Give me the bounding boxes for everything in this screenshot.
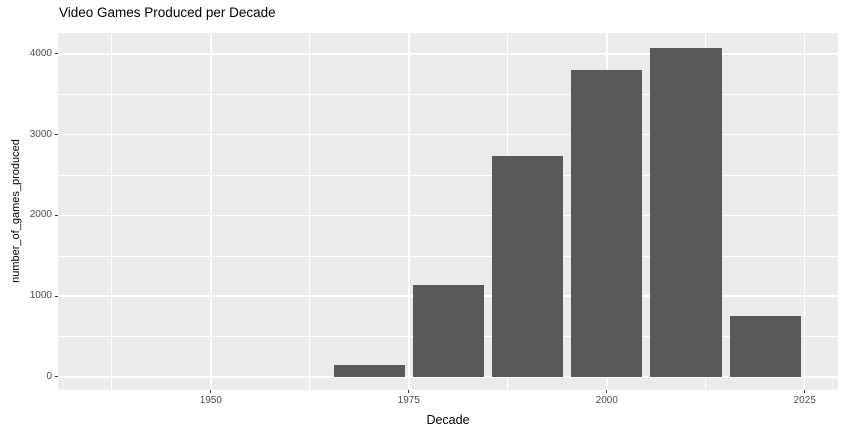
y-major-gridline: [58, 214, 838, 217]
y-tick-mark: [55, 134, 58, 136]
x-tick-label: 1950: [199, 395, 222, 406]
y-tick-label: 2000: [29, 209, 52, 221]
bar-2020s: [729, 316, 801, 377]
x-major-gridline: [408, 33, 410, 390]
y-tick-label: 3000: [29, 128, 52, 140]
y-tick-mark: [55, 214, 58, 216]
y-minor-gridline: [58, 174, 838, 176]
x-tick-label: 2025: [793, 395, 816, 406]
x-axis-title: Decade: [426, 413, 470, 427]
bar-1970s: [333, 364, 405, 377]
x-tick-label: 1975: [397, 395, 420, 406]
y-major-gridline: [58, 376, 838, 378]
bar-1990s: [491, 155, 564, 377]
y-tick-mark: [55, 295, 58, 297]
x-tick-mark: [408, 390, 410, 393]
x-tick-mark: [606, 390, 608, 393]
y-major-gridline: [58, 133, 838, 136]
x-tick-mark: [210, 390, 212, 393]
y-tick-label: 4000: [29, 47, 52, 59]
y-tick-mark: [55, 376, 58, 378]
y-tick-label: 1000: [29, 290, 52, 302]
bar-2000s: [571, 70, 643, 377]
bar-1980s: [412, 284, 485, 377]
y-minor-gridline: [58, 94, 838, 95]
x-minor-gridline: [309, 33, 311, 390]
y-tick-mark: [55, 53, 58, 55]
x-major-gridline: [803, 33, 806, 390]
x-tick-mark: [804, 390, 806, 393]
y-tick-label: 0: [46, 370, 52, 382]
x-minor-gridline: [111, 33, 113, 390]
x-tick-label: 2000: [595, 395, 618, 406]
chart-title: Video Games Produced per Decade: [59, 5, 276, 20]
plot-panel: [58, 33, 838, 390]
bar-2010s: [650, 48, 722, 377]
x-major-gridline: [210, 33, 212, 390]
y-major-gridline: [58, 53, 838, 55]
y-minor-gridline: [58, 255, 838, 257]
